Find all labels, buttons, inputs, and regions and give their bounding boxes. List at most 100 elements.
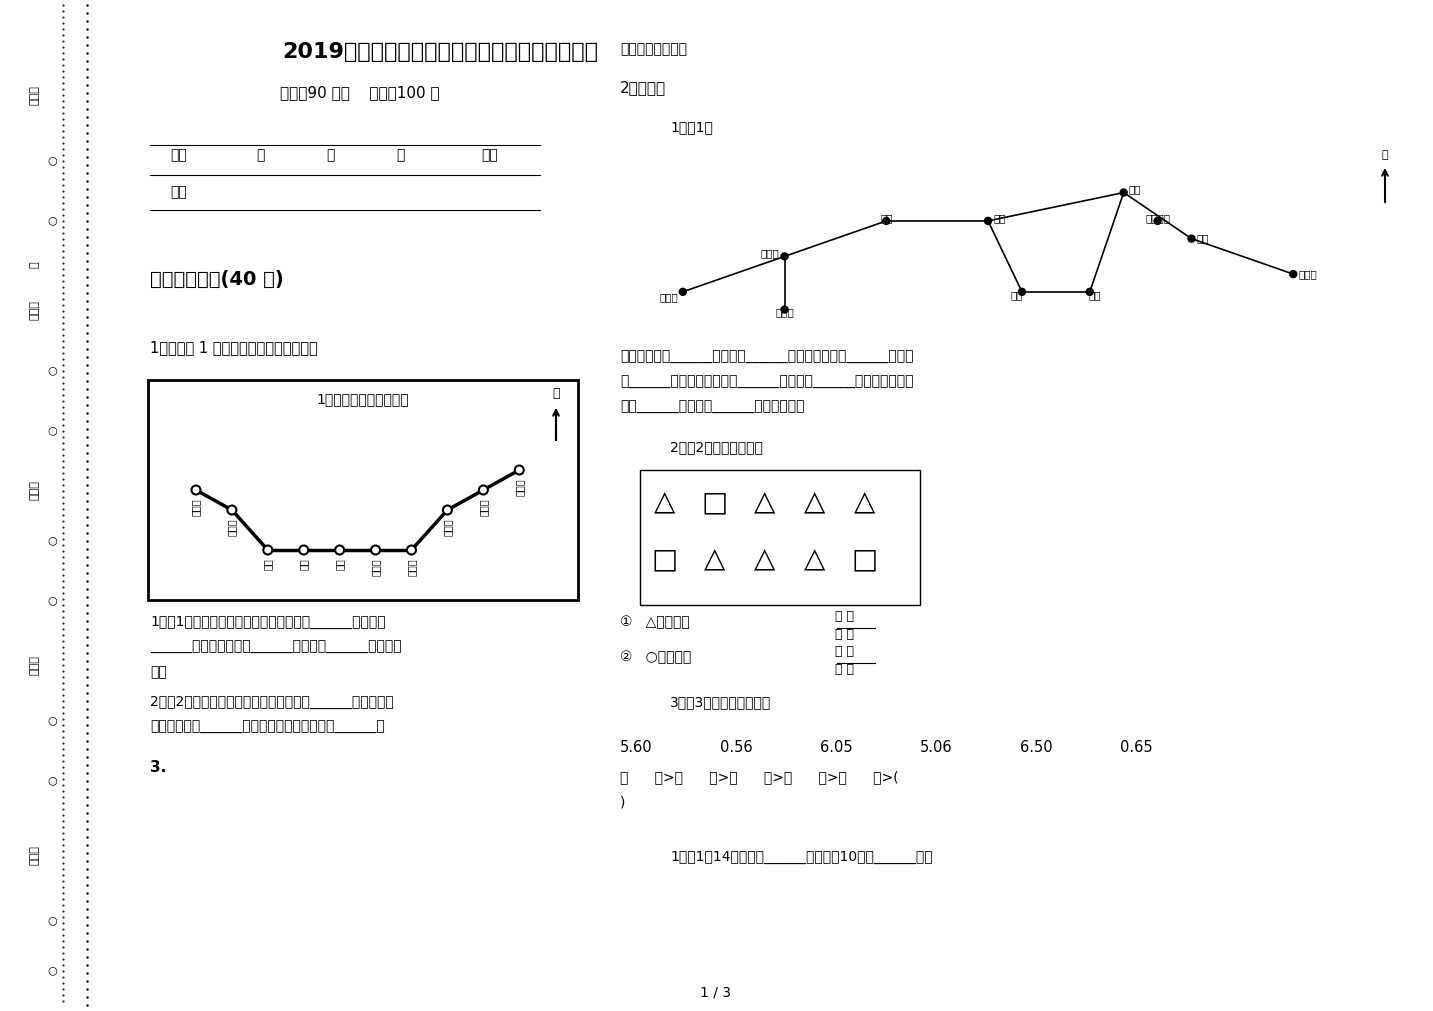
Text: 北: 北 xyxy=(552,387,560,400)
Text: 医院: 医院 xyxy=(880,213,893,222)
Text: 火车站: 火车站 xyxy=(191,498,201,516)
Text: 商场: 商场 xyxy=(1129,185,1141,194)
Circle shape xyxy=(228,506,236,515)
Text: 2．填一填: 2．填一填 xyxy=(620,80,666,95)
Circle shape xyxy=(1188,236,1195,243)
Text: 3.: 3. xyxy=(150,760,166,775)
Text: △: △ xyxy=(655,488,676,516)
Text: 考号：: 考号： xyxy=(30,85,40,105)
Text: （      ）>（      ）>（      ）>（      ）>（      ）>(: （ ）>（ ）>（ ）>（ ）>（ ）>( xyxy=(620,770,898,784)
Circle shape xyxy=(299,546,308,554)
Circle shape xyxy=(883,217,890,224)
Bar xyxy=(641,470,920,605)
Text: △: △ xyxy=(804,488,825,516)
Text: △: △ xyxy=(754,545,775,573)
Text: □: □ xyxy=(652,545,678,573)
Text: 一: 一 xyxy=(257,148,264,162)
Text: ○: ○ xyxy=(47,715,57,725)
Text: 3．（3）从大到小排队。: 3．（3）从大到小排队。 xyxy=(671,695,771,709)
Text: 5.60: 5.60 xyxy=(620,740,652,755)
Text: ①   △占总数的: ① △占总数的 xyxy=(620,615,689,629)
Text: （ ）: （ ） xyxy=(835,645,854,658)
Text: 姓名：: 姓名： xyxy=(30,480,40,499)
Text: ○: ○ xyxy=(47,966,57,975)
Text: 图书馆: 图书馆 xyxy=(371,558,381,575)
Text: 6.50: 6.50 xyxy=(1020,740,1053,755)
Text: ): ) xyxy=(620,795,625,809)
Text: 2019年同步综合三年级下学期数学期末模拟试卷: 2019年同步综合三年级下学期数学期末模拟试卷 xyxy=(282,42,598,62)
Text: ______站到邮局，再向______方向行驶______站到火车: ______站到邮局，再向______方向行驶______站到火车 xyxy=(150,640,401,654)
Text: △: △ xyxy=(854,488,876,516)
Text: 少年宫，再向______方向行驶到电影院，再向______方: 少年宫，再向______方向行驶到电影院，再向______方 xyxy=(150,720,384,734)
Circle shape xyxy=(1086,288,1093,295)
Text: 1路公共汽车行车路线图: 1路公共汽车行车路线图 xyxy=(317,392,410,406)
Text: 科技馆: 科技馆 xyxy=(775,307,794,317)
Text: 书店: 书店 xyxy=(993,213,1006,222)
Text: 后向______方向行驶______站到少年宫。: 后向______方向行驶______站到少年宫。 xyxy=(620,400,804,413)
Text: 邮局: 邮局 xyxy=(262,558,272,570)
Text: 电影院: 电影院 xyxy=(1298,269,1317,279)
Circle shape xyxy=(335,546,344,554)
Text: ②   ○占总数的: ② ○占总数的 xyxy=(620,650,691,664)
Text: 2．（2）从游泳馆到动物园的路线是：向______方向行驶到: 2．（2）从游泳馆到动物园的路线是：向______方向行驶到 xyxy=(150,695,394,709)
Text: 三: 三 xyxy=(396,148,404,162)
Text: 0.65: 0.65 xyxy=(1121,740,1152,755)
Text: 6.05: 6.05 xyxy=(820,740,853,755)
Text: □: □ xyxy=(702,488,728,516)
Text: 游泳馆: 游泳馆 xyxy=(407,558,417,575)
Text: 少年宫: 少年宫 xyxy=(659,292,678,302)
Text: （ ）: （ ） xyxy=(835,628,854,641)
Text: （ ）: （ ） xyxy=(835,663,854,676)
Text: ○: ○ xyxy=(47,365,57,375)
Text: 时间：90 分钟    满分：100 分: 时间：90 分钟 满分：100 分 xyxy=(281,85,440,100)
Text: ○: ○ xyxy=(47,915,57,925)
Text: 班级：: 班级： xyxy=(30,655,40,675)
Text: 驶______站到医院，然后向______方向行驶______站到科技馆，最: 驶______站到医院，然后向______方向行驶______站到科技馆，最 xyxy=(620,375,913,389)
Text: 5.06: 5.06 xyxy=(920,740,953,755)
Circle shape xyxy=(1121,189,1128,196)
Text: 2．（2）看图填分数。: 2．（2）看图填分数。 xyxy=(671,440,762,454)
Text: 动物园: 动物园 xyxy=(514,478,524,495)
Text: ○: ○ xyxy=(47,595,57,605)
Text: 站前街: 站前街 xyxy=(226,518,236,536)
Text: 从学校出发向______方向行驶______站到书店，再向______方向行: 从学校出发向______方向行驶______站到书店，再向______方向行 xyxy=(620,350,913,364)
Text: 邮局: 邮局 xyxy=(1089,290,1101,300)
Text: 次: 次 xyxy=(30,262,40,268)
Circle shape xyxy=(264,546,272,554)
Circle shape xyxy=(1290,271,1297,278)
Text: 1 / 3: 1 / 3 xyxy=(701,985,731,999)
Text: 二: 二 xyxy=(325,148,334,162)
Text: 总分: 总分 xyxy=(481,148,499,162)
Circle shape xyxy=(781,306,788,313)
Circle shape xyxy=(371,546,380,554)
Text: 1．（1）从游泳馆到火车站的路线是：向______方向行驶: 1．（1）从游泳馆到火车站的路线是：向______方向行驶 xyxy=(150,615,385,629)
Circle shape xyxy=(1019,288,1026,295)
Text: ○: ○ xyxy=(47,535,57,545)
Text: 一、基础练习(40 分): 一、基础练习(40 分) xyxy=(150,270,284,289)
Circle shape xyxy=(514,465,524,474)
Text: 考场：: 考场： xyxy=(30,300,40,319)
Text: 0.56: 0.56 xyxy=(719,740,752,755)
Text: ○: ○ xyxy=(47,425,57,435)
Circle shape xyxy=(407,546,416,554)
Text: △: △ xyxy=(754,488,775,516)
Circle shape xyxy=(781,253,788,260)
Text: ○: ○ xyxy=(47,775,57,785)
Text: 北: 北 xyxy=(1381,150,1389,160)
Text: △: △ xyxy=(704,545,725,573)
Text: 学号：: 学号： xyxy=(30,845,40,865)
Text: 1．（1）: 1．（1） xyxy=(671,120,712,134)
Text: 公园: 公园 xyxy=(1197,234,1209,244)
Circle shape xyxy=(984,217,992,224)
Text: 商店: 商店 xyxy=(298,558,308,570)
Text: 1．下面是 1 路公共汽车行车的路线图。: 1．下面是 1 路公共汽车行车的路线图。 xyxy=(150,340,318,355)
Text: 医院: 医院 xyxy=(335,558,345,570)
Bar xyxy=(148,380,577,600)
Text: 太平小区: 太平小区 xyxy=(1145,213,1171,222)
Text: 少年宫: 少年宫 xyxy=(443,518,453,536)
Text: 体育馆: 体育馆 xyxy=(761,249,780,259)
Text: 站。: 站。 xyxy=(150,665,166,679)
Circle shape xyxy=(479,485,487,494)
Text: 电影院: 电影院 xyxy=(479,498,489,516)
Circle shape xyxy=(679,288,686,295)
